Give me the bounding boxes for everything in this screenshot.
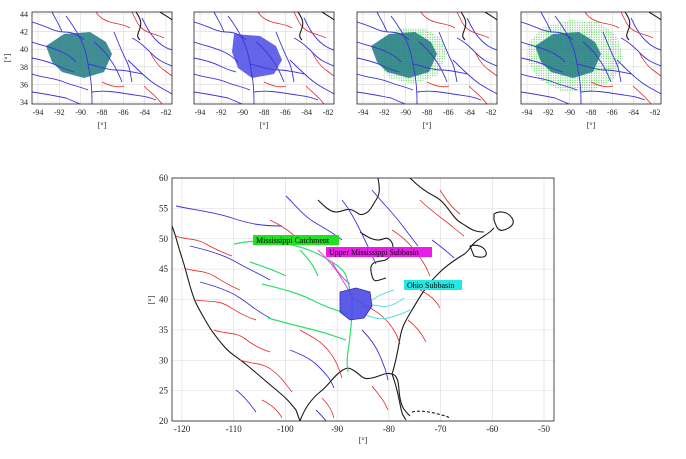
y-tick-label: 36: [20, 80, 28, 89]
minor-rivers: [175, 189, 465, 419]
x-tick-label: -92: [379, 108, 390, 117]
large-x-tick-label: -50: [538, 424, 550, 434]
label-ohio: Ohio Subbasin: [404, 280, 462, 290]
small-panels: -94 -92 -90 -88 -86 -84 -82444240383634[°][°]-…: [3, 10, 662, 130]
label-mississippi-bg: [253, 235, 339, 245]
label-mississippi: Mississippi Catchment: [253, 235, 339, 245]
large-map-features: [172, 178, 514, 421]
x-tick-label: -88: [586, 108, 597, 117]
large-y-tick-label: 60: [159, 173, 169, 183]
large-x-tick-label: -80: [383, 424, 395, 434]
large-y-tick-label: 50: [159, 234, 169, 244]
label-upper-mississippi-bg: [326, 247, 432, 257]
large-x-tick-label: -110: [226, 424, 243, 434]
pacific-coastline: [172, 225, 301, 421]
large-y-tick-label: 20: [159, 416, 169, 426]
gulf-coastline: [299, 367, 411, 421]
x-tick-label: -88: [97, 108, 108, 117]
label-mississippi-text: Mississippi Catchment: [256, 236, 330, 245]
x-tick-label: -86: [280, 108, 291, 117]
upper-mississippi-polygon: [339, 287, 373, 321]
x-unit-label: [°]: [423, 121, 432, 130]
nova-scotia: [469, 244, 487, 258]
large-y-tick-label: 30: [159, 355, 169, 365]
x-tick-label: -84: [628, 108, 639, 117]
x-tick-label: -84: [301, 108, 312, 117]
x-tick-label: -88: [259, 108, 270, 117]
small-panel-2: -94 -92 -90 -88 -86 -84 -82 [°]: [193, 11, 335, 130]
panel-frame: [356, 11, 498, 105]
x-tick-label: -84: [464, 108, 475, 117]
x-tick-label: -90: [237, 108, 248, 117]
small-panel-4: -94 -92 -90 -88 -86 -84 -82 [°]: [520, 11, 662, 130]
label-upper-mississippi-text: Upper Mississippi Subbasin: [329, 248, 419, 257]
x-tick-label: -86: [443, 108, 454, 117]
label-upper-mississippi: Upper Mississippi Subbasin: [326, 247, 432, 257]
large-x-tick-label: -120: [174, 424, 191, 434]
large-map: Mississippi Catchment Upper Mississippi …: [147, 173, 555, 445]
panel-frame: [31, 11, 173, 105]
x-tick-label: -94: [522, 108, 533, 117]
small-panel-1: -94 -92 -90 -88 -86 -84 -82 44 42 40 38 36 34 [°] [°]: [3, 10, 173, 130]
hudson-bay-coast: [317, 178, 380, 216]
large-x-tick-label: -70: [435, 424, 447, 434]
small-panel-3: -94 -92 -90 -88 -86 -84 -82 [°]: [356, 11, 498, 130]
x-tick-label: -90: [400, 108, 411, 117]
large-x-unit: [°]: [359, 436, 368, 445]
label-ohio-bg: [404, 280, 462, 290]
x-tick-label: -84: [139, 108, 150, 117]
y-tick-label: 42: [20, 28, 28, 37]
x-unit-label: [°]: [587, 121, 596, 130]
large-map-ticks: -120 -110 -100 -90 -80 -70 -60 -50 60 55 50 45 40 35 3…: [159, 173, 550, 434]
large-y-tick-label: 55: [159, 203, 169, 213]
x-tick-label: -92: [543, 108, 554, 117]
labrador-coast: [409, 178, 485, 233]
y-tick-label: 34: [20, 98, 28, 107]
x-tick-label: -90: [75, 108, 86, 117]
panel-frame: [520, 11, 662, 105]
large-x-tick-label: -60: [486, 424, 498, 434]
x-tick-label: -94: [358, 108, 369, 117]
y-unit-label: [°]: [3, 53, 12, 62]
x-tick-label: -82: [650, 108, 661, 117]
major-rivers: [175, 189, 455, 421]
x-tick-label: -90: [564, 108, 575, 117]
large-x-tick-label: -100: [277, 424, 294, 434]
x-tick-label: -86: [607, 108, 618, 117]
y-tick-label: 38: [20, 63, 28, 72]
y-tick-label: 44: [20, 10, 28, 19]
large-y-tick-label: 45: [159, 264, 169, 274]
x-tick-label: -94: [33, 108, 44, 117]
large-y-tick-label: 40: [159, 295, 169, 305]
large-y-unit: [°]: [147, 295, 156, 304]
florida: [391, 373, 407, 421]
large-y-tick-label: 25: [159, 386, 169, 396]
x-tick-label: -92: [54, 108, 65, 117]
basin-hull: [232, 34, 282, 78]
large-x-tick-label: -90: [331, 424, 343, 434]
panel-frame: [193, 11, 335, 105]
newfoundland: [493, 211, 514, 231]
x-tick-label: -92: [216, 108, 227, 117]
x-tick-label: -82: [323, 108, 334, 117]
x-tick-label: -82: [161, 108, 172, 117]
large-y-tick-label: 35: [159, 325, 169, 335]
x-unit-label: [°]: [98, 121, 107, 130]
x-tick-label: -88: [422, 108, 433, 117]
y-tick-label: 40: [20, 45, 28, 54]
x-tick-label: -94: [195, 108, 206, 117]
x-tick-label: -86: [118, 108, 129, 117]
label-ohio-text: Ohio Subbasin: [407, 281, 454, 290]
x-tick-label: -82: [486, 108, 497, 117]
atlantic-coastline: [391, 227, 495, 375]
x-unit-label: [°]: [260, 121, 269, 130]
cuba: [411, 410, 451, 419]
large-map-frame: [171, 177, 555, 422]
